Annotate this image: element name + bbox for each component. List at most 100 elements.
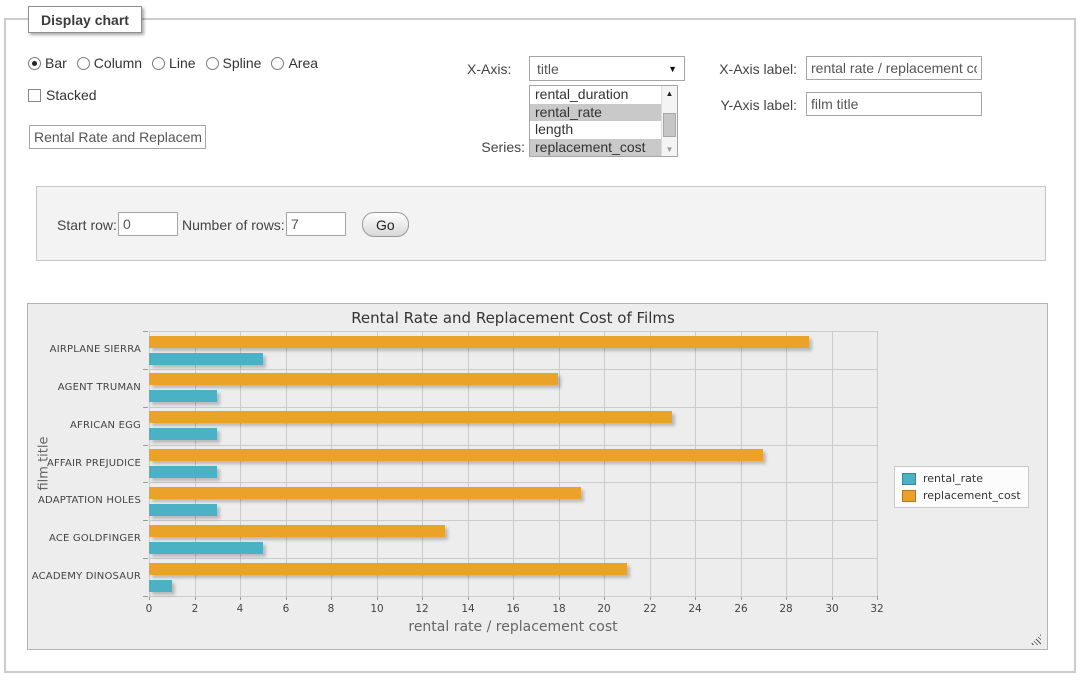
chart-type-radio-line[interactable]: Line [152,55,195,71]
y-tick-mark [143,596,148,597]
series-option-rental_duration[interactable]: rental_duration [530,86,661,104]
legend-swatch-icon [902,473,916,485]
y-axis-label-caption: Y-Axis label: [697,97,797,113]
legend-entry: rental_rate [902,472,1021,485]
radio-icon[interactable] [28,57,41,70]
y-tick-mark [143,369,148,370]
scrollbar-thumb[interactable] [663,113,676,137]
scroll-up-icon[interactable]: ▲ [662,86,677,100]
radio-label: Bar [45,55,67,71]
chart-type-radio-spline[interactable]: Spline [206,55,262,71]
gridline-vertical [377,331,378,596]
y-tick-mark [143,407,148,408]
category-label: AFFAIR PREJUDICE [28,458,141,469]
series-option-replacement_cost[interactable]: replacement_cost [530,139,661,157]
gridline-horizontal [149,520,877,521]
gridline-horizontal [149,445,877,446]
radio-icon[interactable] [206,57,219,70]
bar-replacement_cost [149,525,445,537]
bar-replacement_cost [149,336,809,348]
series-multiselect[interactable]: rental_durationrental_ratelengthreplacem… [529,85,678,157]
chart-title: Rental Rate and Replacement Cost of Film… [149,309,877,327]
series-option-length[interactable]: length [530,121,661,139]
fieldset-legend: Display chart [28,6,142,33]
x-tick-label: 8 [316,603,346,615]
radio-label: Area [288,55,318,71]
x-tick-label: 26 [726,603,756,615]
x-tick-label: 20 [589,603,619,615]
y-tick-mark [143,520,148,521]
go-button[interactable]: Go [362,212,409,237]
series-options: rental_durationrental_ratelengthreplacem… [530,86,677,156]
series-scrollbar[interactable]: ▲ ▼ [661,86,677,156]
number-of-rows-input[interactable] [286,212,346,236]
x-tick-label: 28 [771,603,801,615]
series-select-label: Series: [455,139,525,155]
gridline-vertical [559,331,560,596]
gridline-vertical [695,331,696,596]
gridline-vertical [195,331,196,596]
bar-rental_rate [149,504,217,516]
radio-icon[interactable] [152,57,165,70]
scroll-down-icon[interactable]: ▼ [662,142,677,156]
category-label: ADAPTATION HOLES [28,495,141,506]
radio-label: Column [94,55,142,71]
resize-handle-icon[interactable] [1030,634,1041,645]
gridline-vertical [786,331,787,596]
start-row-label: Start row: [57,217,117,233]
start-row-input[interactable] [118,212,178,236]
legend-label: rental_rate [923,472,983,485]
chart-title-input[interactable] [29,125,206,149]
y-tick-mark [143,445,148,446]
row-controls-panel: Start row: Number of rows: Go [36,186,1046,261]
x-tick-label: 16 [498,603,528,615]
x-tick-label: 18 [544,603,574,615]
x-axis-select[interactable]: title ▼ [529,56,685,81]
gridline-vertical [832,331,833,596]
gridline-vertical [331,331,332,596]
gridline-vertical [422,331,423,596]
bar-rental_rate [149,428,217,440]
legend-label: replacement_cost [923,489,1021,502]
bar-rental_rate [149,466,217,478]
radio-label: Spline [223,55,262,71]
stacked-checkbox-row[interactable]: Stacked [28,87,97,103]
x-tick-label: 32 [862,603,892,615]
x-axis-label-input[interactable] [806,56,982,80]
gridline-horizontal [149,407,877,408]
chart-type-radio-bar[interactable]: Bar [28,55,67,71]
y-axis-label-input[interactable] [806,92,982,116]
gridline-vertical [149,331,150,596]
x-tick-label: 2 [180,603,210,615]
gridline-vertical [513,331,514,596]
dropdown-arrow-icon[interactable]: ▼ [668,64,677,74]
gridline-vertical [650,331,651,596]
x-axis-title: rental rate / replacement cost [149,619,877,635]
radio-icon[interactable] [271,57,284,70]
stacked-label: Stacked [46,87,97,103]
legend-swatch-icon [902,490,916,502]
bar-replacement_cost [149,373,558,385]
chart-type-radio-area[interactable]: Area [271,55,318,71]
stacked-checkbox[interactable] [28,89,41,102]
chart-panel: Rental Rate and Replacement Cost of Film… [27,303,1048,650]
bar-rental_rate [149,390,217,402]
category-label: AIRPLANE SIERRA [28,344,141,355]
chart-type-radio-column[interactable]: Column [77,55,142,71]
x-axis-selected-value: title [537,61,559,77]
number-of-rows-label: Number of rows: [182,217,285,233]
x-tick-mark [877,596,878,600]
x-axis-select-label: X-Axis: [467,61,511,77]
series-option-rental_rate[interactable]: rental_rate [530,104,661,122]
gridline-horizontal [149,558,877,559]
y-tick-mark [143,331,148,332]
category-label: ACE GOLDFINGER [28,533,141,544]
bar-rental_rate [149,353,263,365]
gridline-vertical [286,331,287,596]
plot-area [149,331,877,596]
gridline-horizontal [149,369,877,370]
radio-icon[interactable] [77,57,90,70]
x-tick-label: 6 [271,603,301,615]
gridline-horizontal [149,596,877,597]
gridline-vertical [741,331,742,596]
